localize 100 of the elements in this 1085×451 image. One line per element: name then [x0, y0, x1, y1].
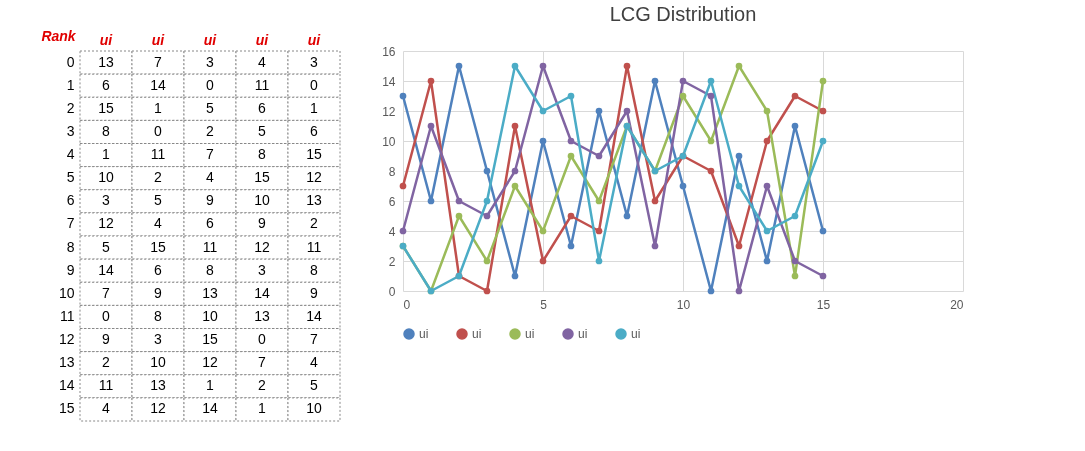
data-label: 15: [98, 99, 114, 116]
point: [595, 257, 603, 265]
data-label: 9: [258, 215, 267, 232]
point: [735, 287, 743, 295]
y-tick-label: 6: [388, 194, 396, 209]
data-label: 10: [98, 169, 114, 186]
legend-label: ui: [525, 327, 535, 341]
point: [623, 62, 631, 70]
data-label: 4: [154, 215, 163, 232]
point: [763, 107, 771, 115]
data-label: 15: [254, 169, 270, 186]
point: [763, 257, 771, 265]
data-label: 0: [154, 122, 163, 139]
point: [791, 122, 799, 130]
point: [427, 122, 435, 130]
data-label: 2: [154, 169, 163, 186]
point: [679, 92, 687, 100]
data-label: 5: [154, 192, 163, 209]
point: [679, 182, 687, 190]
data-label: 1: [102, 146, 111, 163]
data-label: 5: [310, 377, 319, 394]
point: [483, 287, 491, 295]
data-label: 12: [202, 354, 218, 371]
data-label: 12: [98, 215, 114, 232]
data-label: 1: [154, 99, 163, 116]
point: [539, 107, 547, 115]
y-tick-label: 8: [388, 164, 396, 179]
y-tick-label: 9: [66, 261, 75, 278]
data-label: 14: [202, 400, 218, 417]
point: [651, 77, 659, 85]
data-label: 10: [150, 354, 166, 371]
data-label: 10: [306, 400, 322, 417]
y-tick-label: 2: [66, 99, 75, 116]
data-label: 10: [254, 192, 270, 209]
data-label: 7: [310, 331, 319, 348]
data-label: 11: [150, 146, 166, 163]
x-tick-label: 10: [676, 297, 691, 312]
data-label: 6: [310, 122, 319, 139]
data-label: 8: [154, 307, 163, 324]
x-tick-label: ui: [255, 31, 270, 48]
point: [651, 242, 659, 250]
point: [819, 137, 827, 145]
data-label: 13: [202, 284, 218, 301]
point: [539, 137, 547, 145]
point: [707, 287, 715, 295]
y-tick-label: 6: [66, 192, 75, 209]
point: [595, 107, 603, 115]
y-tick-label: 3: [66, 122, 75, 139]
point: [511, 167, 519, 175]
data-label: 3: [258, 261, 267, 278]
x-tick-label: 15: [816, 297, 831, 312]
data-label: 2: [258, 377, 267, 394]
data-label: 7: [102, 284, 111, 301]
point: [819, 272, 827, 280]
point: [791, 257, 799, 265]
point: [707, 92, 715, 100]
data-label: 9: [102, 331, 111, 348]
point: [427, 77, 435, 85]
point: [763, 182, 771, 190]
y-tick-label: 0: [66, 53, 75, 70]
point: [819, 107, 827, 115]
y-tick-label: 7: [66, 215, 75, 232]
data-label: 4: [206, 169, 215, 186]
point: [483, 167, 491, 175]
point: [511, 182, 519, 190]
x-tick-label: 20: [950, 297, 964, 312]
data-label: 14: [98, 261, 114, 278]
point: [735, 152, 743, 160]
point: [735, 62, 743, 70]
data-label: 13: [254, 307, 270, 324]
point: [735, 182, 743, 190]
point: [399, 227, 407, 235]
data-label: 11: [306, 238, 322, 255]
point: [567, 92, 575, 100]
data-label: 4: [258, 53, 267, 70]
data-label: 3: [102, 192, 111, 209]
data-label: 11: [98, 377, 114, 394]
data-label: 7: [154, 53, 163, 70]
point: [707, 77, 715, 85]
point: [539, 62, 547, 70]
data-label: 6: [102, 76, 111, 93]
y-tick-label: 13: [58, 354, 75, 371]
point: [623, 107, 631, 115]
point: [707, 167, 715, 175]
point: [399, 92, 407, 100]
data-label: 6: [206, 215, 215, 232]
data-label: 1: [206, 377, 215, 394]
y-tick-label: 10: [382, 134, 396, 149]
y-tick-label: 5: [66, 169, 75, 186]
data-label: 15: [306, 146, 322, 163]
data-label: 6: [154, 261, 163, 278]
data-label: 0: [258, 331, 267, 348]
y-tick-label: 1: [66, 76, 75, 93]
data-label: 11: [254, 76, 270, 93]
point: [483, 257, 491, 265]
y-tick-label: 10: [58, 284, 75, 301]
data-label: 5: [206, 99, 215, 116]
data-label: 6: [258, 99, 267, 116]
x-tick-label: ui: [99, 31, 114, 48]
data-label: 14: [254, 284, 270, 301]
